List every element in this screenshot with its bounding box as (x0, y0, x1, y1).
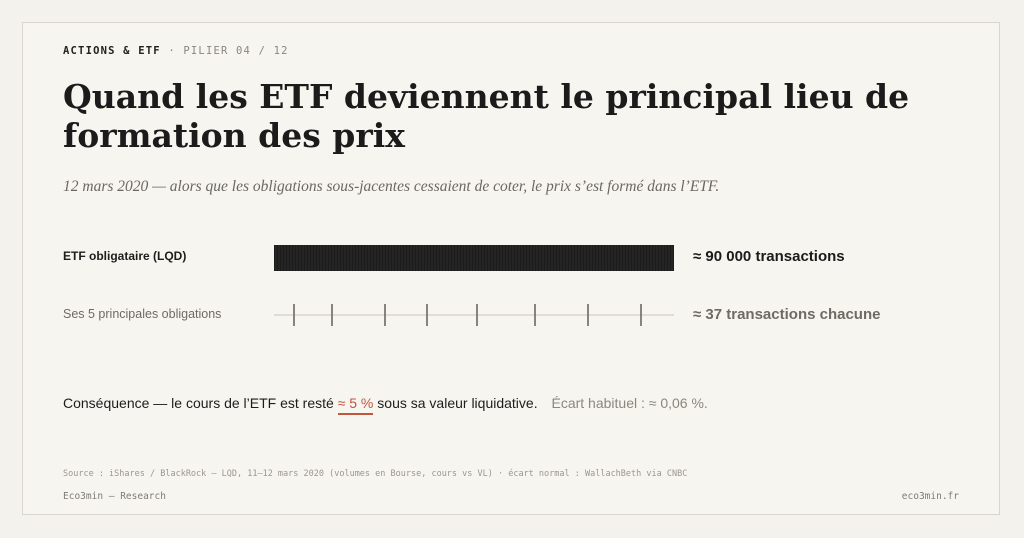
conclusion: Conséquence — le cours de l’ETF est rest… (63, 395, 708, 415)
category-label-etf: ETF obligataire (LQD) (63, 249, 186, 263)
etf-bar (274, 245, 674, 271)
pillar-label: PILIER 04 / 12 (183, 45, 289, 57)
normal-gap-note: Écart habituel : ≈ 0,06 %. (551, 395, 708, 411)
value-label-bonds: ≈ 37 transactions chacune (693, 306, 880, 323)
conclusion-highlight: ≈ 5 % (337, 395, 374, 415)
page-title: Quand les ETF deviennent le principal li… (63, 77, 910, 155)
chart-svg: ETF obligataire (LQD) Ses 5 principales … (63, 245, 880, 326)
bond-ticks (293, 304, 642, 326)
footer-url: eco3min.fr (901, 491, 959, 502)
page-subtitle: 12 mars 2020 — alors que les obligations… (63, 178, 720, 195)
chart-card: ACTIONS & ETF · PILIER 04 / 12 Quand les… (22, 22, 1000, 515)
conclusion-suffix: sous sa valeur liquidative. (377, 395, 538, 411)
value-label-etf: ≈ 90 000 transactions (693, 248, 845, 265)
footer-brand: Eco3min — Research (63, 491, 166, 502)
source-note: Source : iShares / BlackRock — LQD, 11–1… (63, 469, 688, 479)
kicker: ACTIONS & ETF · PILIER 04 / 12 (63, 45, 289, 57)
conclusion-prefix: Conséquence — le cours de l’ETF est rest… (63, 395, 334, 411)
category-label: ACTIONS & ETF (63, 45, 161, 57)
category-label-bonds: Ses 5 principales obligations (63, 307, 221, 321)
kicker-separator: · (168, 45, 176, 57)
